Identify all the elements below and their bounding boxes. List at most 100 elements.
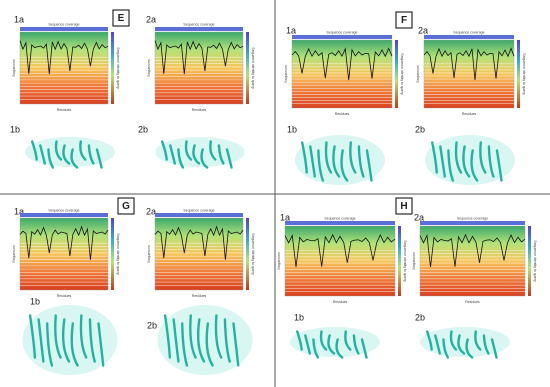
structure-ribbon (61, 318, 71, 363)
plot-title: Sequence coverage (48, 22, 79, 26)
plot-title: Sequence coverage (324, 216, 355, 220)
plot-label: 1a (286, 25, 296, 35)
structure-ribbon (47, 148, 55, 169)
structure-ribbon (449, 330, 458, 351)
structure-ribbon (431, 141, 438, 174)
structure-ribbon (349, 141, 357, 174)
plot-label: 1a (280, 212, 290, 222)
colorbar (246, 218, 249, 290)
y-axis-label: Sequences (416, 65, 420, 83)
title-bar (424, 35, 514, 39)
y-axis-label: Sequences (147, 59, 151, 77)
colorbar-label: Sequence identity to query (403, 240, 407, 282)
coverage-line (423, 47, 515, 81)
x-axis-label: Residues (335, 112, 350, 116)
structure-ribbon (365, 149, 373, 182)
plot-label: 1a (14, 206, 24, 216)
structure-ribbon (465, 338, 474, 359)
y-axis-label: Sequences (12, 245, 16, 263)
structure-ribbon (163, 314, 172, 359)
structure-ribbon (189, 314, 197, 359)
x-axis-label: Residues (192, 108, 207, 112)
colorbar-label: Sequence identity to query (116, 47, 120, 89)
structure-ribbon (312, 338, 320, 359)
colorbar (398, 226, 401, 296)
title-bar (420, 221, 525, 225)
structure-ribbon (462, 145, 471, 178)
plot-title: Sequence coverage (326, 30, 357, 34)
structure-ribbon (340, 149, 349, 182)
coverage-line (419, 233, 526, 268)
structure-ribbon (335, 338, 344, 359)
structure-ribbon (62, 144, 71, 165)
colorbar-label: Sequence identity to query (533, 240, 537, 282)
structure-label: 2b (147, 320, 157, 330)
structure-ribbon (479, 141, 487, 174)
y-axis-label: Sequences (284, 65, 288, 83)
plot-label: 1a (14, 14, 24, 24)
structure-ribbon (184, 140, 193, 161)
structure-ribbon (447, 149, 455, 182)
structure-ribbon (225, 148, 233, 169)
structure-ribbon (474, 330, 482, 351)
plot-title: Sequence coverage (48, 208, 79, 212)
structure-ribbon (54, 140, 63, 161)
structure-ribbon (442, 338, 450, 359)
structure-ribbon (495, 149, 503, 182)
y-axis-label: Sequences (277, 252, 281, 270)
structure-ribbon (439, 145, 446, 178)
structure-ribbon (177, 148, 185, 169)
title-bar (155, 213, 243, 217)
coverage-line (284, 233, 396, 268)
x-axis-label: Residues (57, 108, 72, 112)
title-bar (155, 27, 243, 31)
heatmap (154, 217, 244, 291)
structure-ribbon (192, 144, 201, 165)
structure-ribbon (172, 318, 180, 363)
structure-ribbon (181, 322, 189, 367)
y-axis-label: Sequences (147, 245, 151, 263)
panel-letter: F (401, 15, 407, 26)
x-axis-label: Residues (333, 300, 348, 304)
x-axis-label: Residues (57, 294, 72, 298)
structure-ribbon (28, 314, 37, 359)
plot-label: 2a (146, 206, 156, 216)
plot-label: 2a (414, 212, 424, 222)
panel-letter: H (400, 201, 407, 212)
structure-ribbon (324, 141, 333, 174)
y-axis-label: Sequences (12, 59, 16, 77)
structure-ribbon (161, 140, 168, 161)
heatmap (419, 225, 526, 297)
title-bar (292, 35, 392, 39)
structure-ribbon (205, 322, 214, 367)
structure-ribbon (332, 145, 341, 178)
letter-box (395, 197, 413, 215)
x-axis-label: Residues (465, 300, 480, 304)
structure-ribbon (217, 144, 225, 165)
title-bar (20, 27, 108, 31)
plot-label: 2a (146, 14, 156, 24)
plot-label: 2a (418, 25, 428, 35)
structure-ribbon (426, 330, 433, 351)
structure-ribbon (88, 318, 96, 363)
structure-ribbon (360, 338, 368, 359)
y-axis-label: Sequences (412, 252, 416, 270)
structure-label: 2b (415, 124, 425, 134)
colorbar (111, 218, 114, 290)
structure-ribbon (70, 322, 79, 367)
structure-ribbon (319, 330, 328, 351)
plot-title: Sequence coverage (457, 216, 488, 220)
structure-ribbon (487, 145, 495, 178)
structure-label: 1b (294, 312, 304, 322)
coverage-line (19, 40, 109, 75)
title-bar (285, 221, 395, 225)
colorbar-label: Sequence identity to query (116, 233, 120, 275)
plot-title: Sequence coverage (183, 22, 214, 26)
x-axis-label: Residues (462, 112, 477, 116)
colorbar-label: Sequence identity to query (522, 53, 526, 95)
structure-ribbon (304, 334, 311, 355)
structure-label: 1b (10, 124, 20, 134)
plot-title: Sequence coverage (453, 30, 484, 34)
structure-ribbon (454, 141, 463, 174)
structure-ribbon (79, 314, 88, 359)
